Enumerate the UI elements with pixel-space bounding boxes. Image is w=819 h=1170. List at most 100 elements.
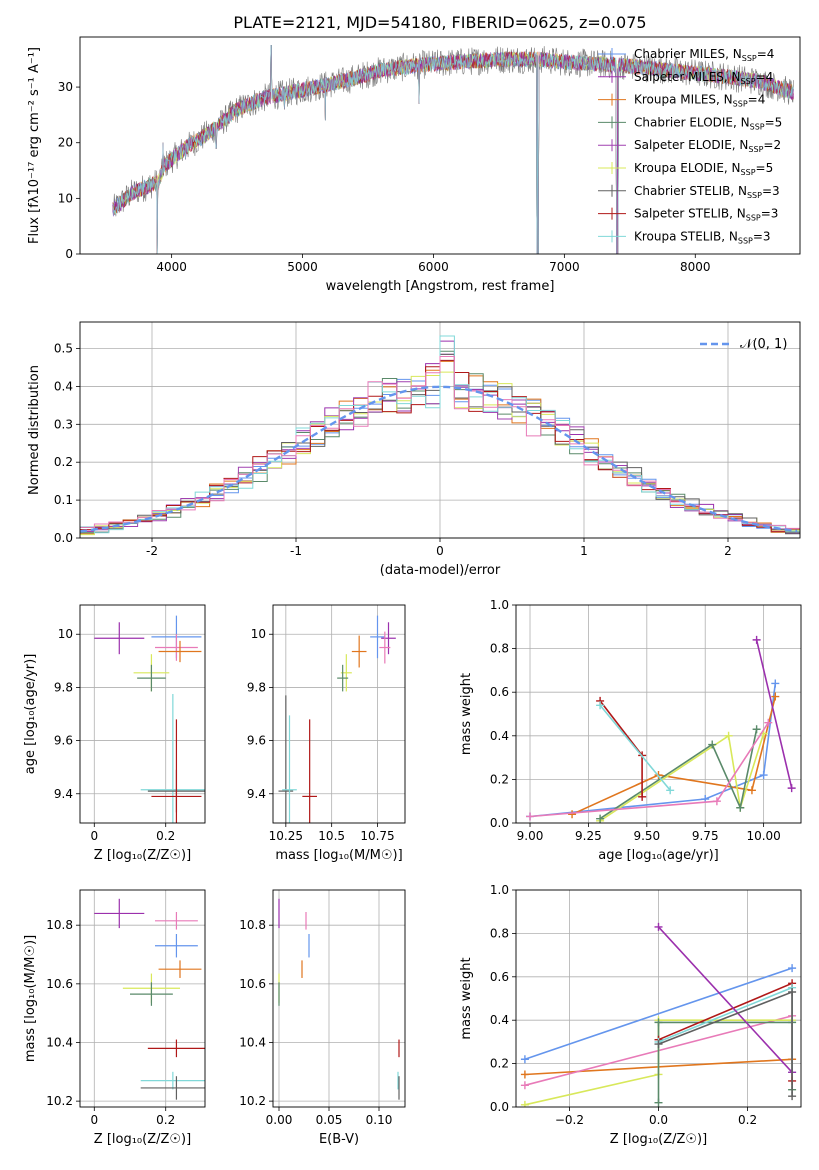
weight_vs_age-ytick-label: 0.4 <box>490 729 509 743</box>
residuals-chart: -2 -1 0 1 2 0.0 0.1 0.2 0.3 0.4 0.5 (data-model)/er… <box>27 321 801 578</box>
spectrum-ytick-label: 20 <box>58 136 73 150</box>
legend-entry: Chabrier ELODIE, NSSP=5 <box>634 115 782 131</box>
mass_vs_ebv-chart: 0.00 0.05 0.10 10.2 10.4 10.6 10.8 E(B-V) <box>239 889 406 1147</box>
age_vs_Z-ytick-label: 10 <box>58 627 73 641</box>
residuals-ytick-label: 0.5 <box>54 342 73 356</box>
age_vs_Z-xtick-label: 0.2 <box>156 829 175 843</box>
mass_vs_Z-xtick-label: 0 <box>90 1113 98 1127</box>
age_vs_mass-xtick-label: 10.25 <box>269 829 303 843</box>
legend-label: Kroupa STELIB, N <box>634 229 738 243</box>
age_vs_mass-xlabel: mass [log₁₀(M/M☉)] <box>275 848 402 863</box>
mass_vs_ebv-plot-area <box>278 898 400 1100</box>
residuals-xtick-label: -1 <box>290 544 302 558</box>
mass_vs_Z-chart: 0 0.2 10.2 10.4 10.6 10.8 Z [log₁₀(Z/Z☉)] mass … <box>23 889 206 1147</box>
mass_vs_Z-xlabel: Z [log₁₀(Z/Z☉)] <box>94 1132 191 1147</box>
legend-subscript: SSP <box>741 168 756 177</box>
mass_vs_ebv-ytick-label: 10.8 <box>239 918 266 932</box>
legend-entry: Kroupa ELODIE, NSSP=5 <box>634 161 773 177</box>
residuals-ytick-label: 0.1 <box>54 493 73 507</box>
mass_vs_ebv-xlabel: E(B-V) <box>319 1132 359 1147</box>
weight_vs_Z-xtick-label: 0.2 <box>738 1113 757 1127</box>
legend-suffix: =4 <box>748 93 766 107</box>
legend-suffix: =2 <box>763 138 781 152</box>
weight_vs_age-point-marker <box>708 740 717 749</box>
weight_vs_age-series-line <box>529 722 769 818</box>
legend-entry: Kroupa STELIB, NSSP=3 <box>634 229 771 245</box>
spectrum-xtick-label: 7000 <box>549 260 580 274</box>
age_vs_mass-xtick-label: 10.5 <box>318 829 345 843</box>
weight_vs_Z-chart: −0.2 0.0 0.2 0.0 0.2 0.4 0.6 0.8 1.0 Z [log₁₀(Z/Z… <box>459 883 802 1147</box>
weight_vs_Z-ytick-label: 0.0 <box>490 1100 509 1114</box>
weight_vs_Z-point-marker <box>520 1081 529 1090</box>
normal-reference-curve <box>80 385 798 533</box>
weight_vs_Z-xlabel: Z [log₁₀(Z/Z☉)] <box>610 1132 707 1147</box>
legend-subscript: SSP <box>741 77 756 86</box>
spectrum-ytick-label: 30 <box>58 80 73 94</box>
legend-subscript: SSP <box>746 214 761 223</box>
spectrum-frame <box>79 36 801 255</box>
legend-label: Chabrier STELIB, N <box>634 184 747 198</box>
weight_vs_Z-point-marker <box>654 922 663 931</box>
age_vs_Z-frame <box>79 604 206 824</box>
weight_vs_Z-frame <box>515 889 802 1108</box>
residuals-ytick-label: 0.4 <box>54 379 73 393</box>
legend-suffix: =4 <box>756 70 774 84</box>
weight_vs_Z-ytick-label: 0.2 <box>490 1057 509 1071</box>
weight_vs_age-point-marker <box>596 814 605 823</box>
legend-subscript: SSP <box>733 100 748 109</box>
weight_vs_Z-ytick-label: 0.6 <box>490 970 509 984</box>
weight_vs_age-point-marker <box>759 771 768 780</box>
weight_vs_age-series-line <box>571 696 777 816</box>
mass_vs_Z-ylabel: mass [log₁₀(M/M☉)] <box>23 935 38 1062</box>
figure-title: PLATE=2121, MJD=54180, FIBERID=0625, z=0… <box>233 13 646 32</box>
spectrum-xtick-label: 6000 <box>418 260 449 274</box>
weight_vs_Z-ytick-label: 0.8 <box>490 926 509 940</box>
weight_vs_age-frame <box>515 604 802 824</box>
weight_vs_age-xtick-label: 9.00 <box>517 829 544 843</box>
mass_vs_ebv-ytick-label: 10.4 <box>239 1035 266 1049</box>
weight_vs_age-point-marker <box>764 718 773 727</box>
spectrum-series-line <box>112 45 794 254</box>
mass_vs_Z-ytick-label: 10.8 <box>46 918 73 932</box>
residual-histogram-step <box>80 356 800 529</box>
residuals-ytick-label: 0.2 <box>54 455 73 469</box>
age_vs_mass-frame <box>272 604 406 824</box>
weight_vs_age-point-marker <box>724 731 733 740</box>
legend-suffix: =5 <box>756 161 774 175</box>
weight_vs_Z-xtick-label: 0.0 <box>649 1113 668 1127</box>
spectrum-ytick-label: 0 <box>65 247 73 261</box>
legend-subscript: SSP <box>750 122 765 131</box>
age_vs_mass-chart: 10.25 10.5 10.75 9.4 9.6 9.8 10 mass [log₁₀(M/M… <box>247 604 406 863</box>
weight_vs_Z-ytick-label: 1.0 <box>490 883 509 897</box>
legend-label: Kroupa ELODIE, N <box>634 161 741 175</box>
mass_vs_Z-frame <box>79 889 206 1108</box>
weight_vs_Z-ytick-label: 0.4 <box>490 1013 509 1027</box>
weight_vs_age-point-marker <box>666 786 675 795</box>
legend-label: Chabrier MILES, N <box>634 47 742 61</box>
weight_vs_Z-point-marker <box>520 1100 529 1107</box>
spectrum-ylabel: Flux [fλ10⁻¹⁷ erg cm⁻² s⁻¹ A⁻¹] <box>27 47 42 244</box>
age_vs_Z-plot-area <box>94 615 205 823</box>
weight_vs_Z-series-line <box>524 967 793 1061</box>
weight_vs_age-point-marker <box>596 701 605 710</box>
legend-suffix: =3 <box>761 207 779 221</box>
weight_vs_age-plot-area <box>526 635 796 823</box>
residuals-ytick-label: 0.3 <box>54 417 73 431</box>
mass_vs_ebv-frame <box>272 889 406 1108</box>
age_vs_mass-ytick-label: 10 <box>251 627 266 641</box>
residuals-xlabel: (data-model)/error <box>380 563 501 578</box>
mass_vs_ebv-ytick-label: 10.6 <box>239 977 266 991</box>
residuals-frame <box>79 321 801 539</box>
spectrum-xtick-label: 4000 <box>156 260 187 274</box>
spectrum-xlabel: wavelength [Angstrom, rest frame] <box>326 279 555 294</box>
weight_vs_age-point-marker <box>747 786 756 795</box>
weight_vs_age-ylabel: mass weight <box>459 673 474 755</box>
weight_vs_age-point-marker <box>736 803 745 812</box>
legend-entry: Kroupa MILES, NSSP=4 <box>634 93 765 109</box>
residuals-ylabel: Normed distribution <box>27 365 42 495</box>
legend-entry: Salpeter ELODIE, NSSP=2 <box>634 138 781 154</box>
weight_vs_age-point-marker <box>752 635 761 644</box>
age_vs_mass-ytick-label: 9.4 <box>247 787 266 801</box>
legend-label: Salpeter STELIB, N <box>634 207 746 221</box>
